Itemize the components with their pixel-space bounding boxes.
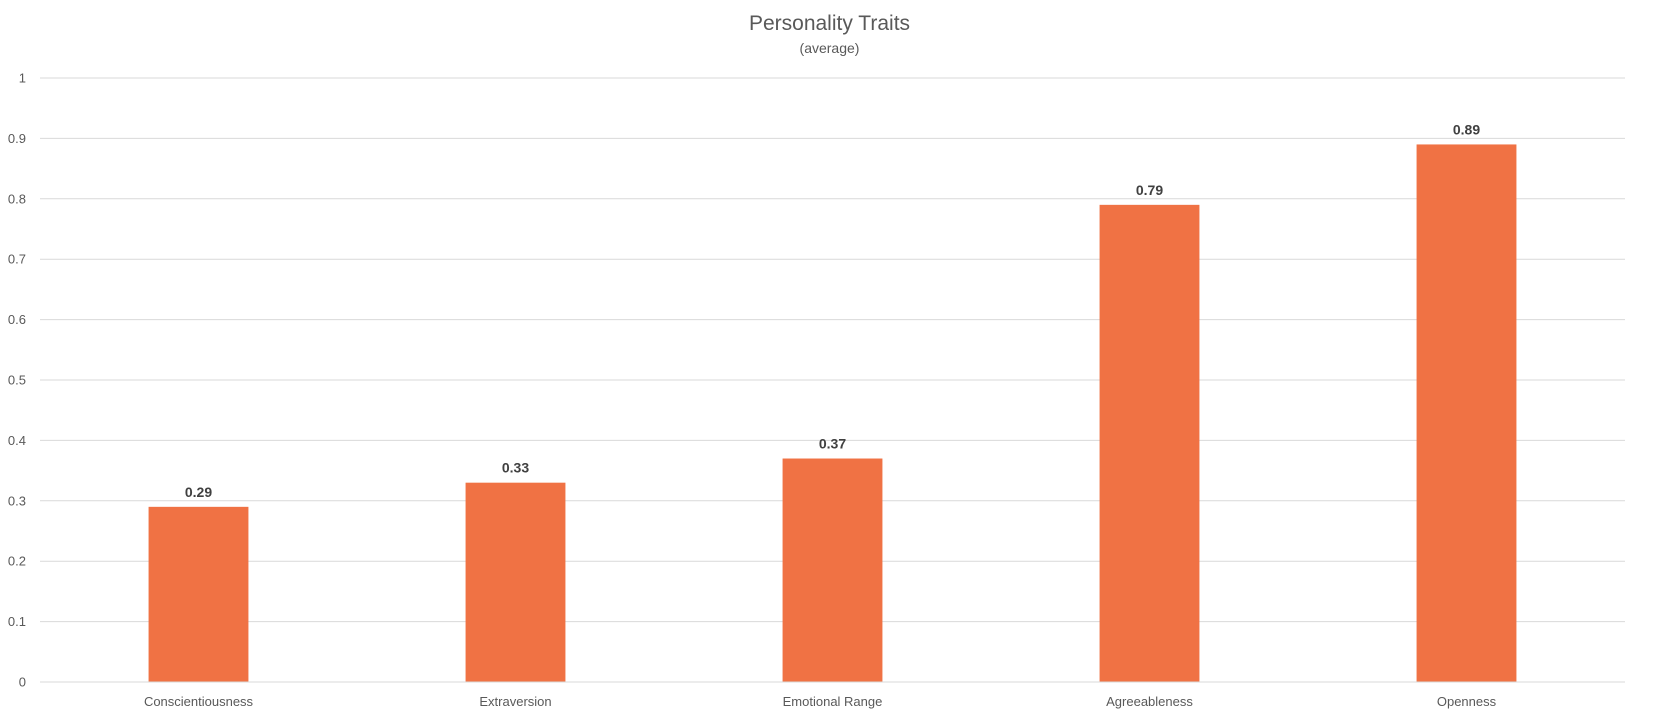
y-tick-label: 0.3 (8, 493, 26, 508)
bar (465, 482, 566, 682)
bar-value-label: 0.29 (185, 484, 212, 500)
x-tick-label: Extraversion (479, 694, 551, 709)
y-axis-ticks: 0 0.1 0.2 0.3 0.4 0.5 0.6 0.7 0.8 0.9 1 (8, 71, 26, 690)
y-tick-label: 0.1 (8, 614, 26, 629)
bar-value-label: 0.79 (1136, 182, 1163, 198)
y-tick-label: 0.7 (8, 252, 26, 267)
x-tick-label: Emotional Range (783, 694, 883, 709)
bar-value-label: 0.33 (502, 460, 529, 476)
bar-value-label: 0.37 (819, 436, 846, 452)
bars (148, 144, 1517, 682)
chart-subtitle: (average) (800, 40, 860, 56)
x-tick-label: Conscientiousness (144, 694, 254, 709)
data-labels: 0.29 0.33 0.37 0.79 0.89 (185, 121, 1480, 499)
chart-title: Personality Traits (749, 12, 910, 35)
x-tick-label: Agreeableness (1106, 694, 1193, 709)
y-tick-label: 0.2 (8, 554, 26, 569)
bar (782, 458, 883, 682)
y-tick-label: 0.8 (8, 191, 26, 206)
y-tick-label: 0.4 (8, 433, 26, 448)
y-tick-label: 1 (19, 71, 26, 86)
y-tick-label: 0.5 (8, 373, 26, 388)
bar (1099, 204, 1200, 682)
y-tick-label: 0.9 (8, 131, 26, 146)
x-axis-ticks: Conscientiousness Extraversion Emotional R… (144, 694, 1497, 709)
bar-value-label: 0.89 (1453, 121, 1480, 137)
y-tick-label: 0 (19, 675, 26, 690)
gridlines (40, 77, 1625, 623)
x-tick-label: Openness (1437, 694, 1497, 709)
bar (148, 506, 249, 682)
bar (1416, 144, 1517, 682)
y-tick-label: 0.6 (8, 312, 26, 327)
